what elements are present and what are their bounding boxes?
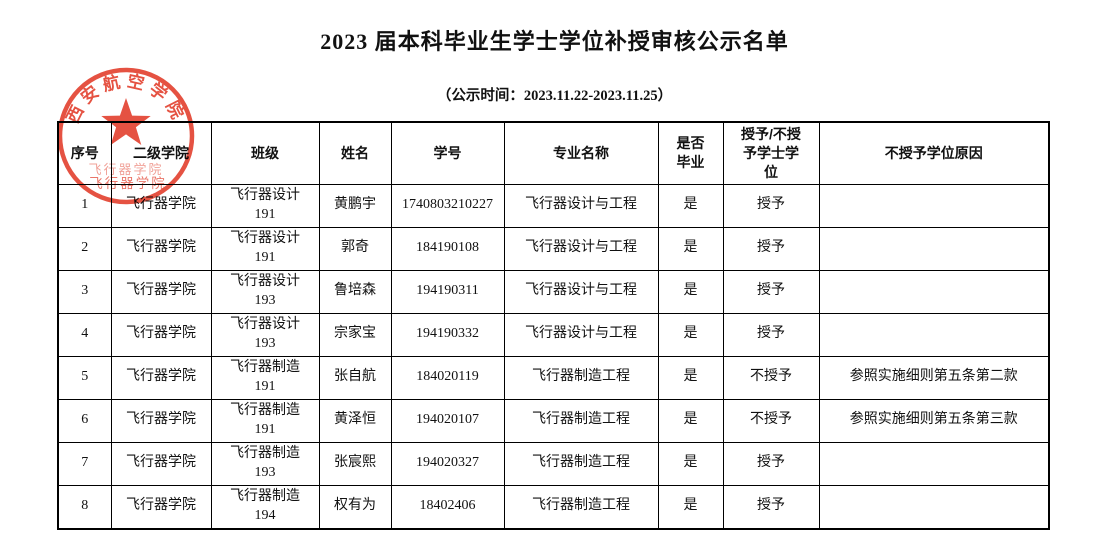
cell-major: 飞行器制造工程 bbox=[503, 441, 659, 486]
cell-graduated: 是 bbox=[657, 226, 724, 271]
table-row: 3 飞行器学院 飞行器设计193 鲁培森 194190311 飞行器设计与工程是授予 bbox=[57, 269, 1050, 314]
cell-reason bbox=[818, 183, 1050, 228]
cell-index: 5 bbox=[57, 355, 112, 400]
cell-college: 飞行器学院 bbox=[110, 441, 212, 486]
header-student-id: 学号 bbox=[390, 121, 505, 185]
header-class: 班级 bbox=[210, 121, 320, 185]
cell-class: 飞行器制造193 bbox=[210, 441, 320, 486]
cell-index: 8 bbox=[57, 484, 112, 530]
cell-index: 2 bbox=[57, 226, 112, 271]
cell-major: 飞行器制造工程 bbox=[503, 355, 659, 400]
cell-class: 飞行器制造191 bbox=[210, 398, 320, 443]
cell-name: 黄泽恒 bbox=[318, 398, 392, 443]
cell-student-id: 1740803210227 bbox=[390, 183, 505, 228]
header-graduated: 是否毕业 bbox=[657, 121, 724, 185]
cell-index: 6 bbox=[57, 398, 112, 443]
table-row: 5 飞行器学院 飞行器制造191 张自航 184020119 飞行器制造工程是不授予 参照实… bbox=[57, 355, 1050, 400]
cell-degree-decision: 不授予 bbox=[722, 355, 820, 400]
header-major: 专业名称 bbox=[503, 121, 659, 185]
cell-student-id: 194190311 bbox=[390, 269, 505, 314]
cell-student-id: 194020327 bbox=[390, 441, 505, 486]
cell-college: 飞行器学院 bbox=[110, 355, 212, 400]
cell-class: 飞行器设计191 bbox=[210, 226, 320, 271]
cell-college: 飞行器学院 bbox=[110, 183, 212, 228]
cell-degree-decision: 授予 bbox=[722, 312, 820, 357]
cell-class: 飞行器制造194 bbox=[210, 484, 320, 530]
table-body: 1 飞行器学院 飞行器设计191 黄鹏宇 1740803210227 飞行器设计与工程是授… bbox=[57, 183, 1050, 530]
cell-class: 飞行器设计193 bbox=[210, 312, 320, 357]
cell-graduated: 是 bbox=[657, 484, 724, 530]
cell-college: 飞行器学院 bbox=[110, 226, 212, 271]
cell-reason bbox=[818, 269, 1050, 314]
degree-review-table: 序号 二级学院 班级 姓名 学号 专业名称 是否毕业 授予/不授予学士学位 不授… bbox=[57, 121, 1050, 530]
table-row: 1 飞行器学院 飞行器设计191 黄鹏宇 1740803210227 飞行器设计与工程是授… bbox=[57, 183, 1050, 228]
cell-reason bbox=[818, 226, 1050, 271]
page-title: 2023 届本科毕业生学士学位补授审核公示名单 bbox=[320, 29, 789, 54]
publicity-period: （公示时间：2023.11.22-2023.11.25） bbox=[436, 88, 673, 104]
cell-class: 飞行器设计193 bbox=[210, 269, 320, 314]
cell-college: 飞行器学院 bbox=[110, 269, 212, 314]
cell-degree-decision: 不授予 bbox=[722, 398, 820, 443]
cell-name: 张自航 bbox=[318, 355, 392, 400]
cell-name: 宗家宝 bbox=[318, 312, 392, 357]
cell-graduated: 是 bbox=[657, 312, 724, 357]
cell-graduated: 是 bbox=[657, 441, 724, 486]
cell-name: 鲁培森 bbox=[318, 269, 392, 314]
cell-major: 飞行器设计与工程 bbox=[503, 312, 659, 357]
table-row: 8 飞行器学院 飞行器制造194 权有为 18402406 飞行器制造工程是授予 bbox=[57, 484, 1050, 530]
cell-reason bbox=[818, 441, 1050, 486]
table-row: 7 飞行器学院 飞行器制造193 张宸熙 194020327 飞行器制造工程是授予 bbox=[57, 441, 1050, 486]
cell-college: 飞行器学院 bbox=[110, 484, 212, 530]
cell-graduated: 是 bbox=[657, 183, 724, 228]
header-index: 序号 bbox=[57, 121, 112, 185]
table-row: 2 飞行器学院 飞行器设计191 郭奇 184190108 飞行器设计与工程是授予 bbox=[57, 226, 1050, 271]
cell-student-id: 184020119 bbox=[390, 355, 505, 400]
header-name: 姓名 bbox=[318, 121, 392, 185]
cell-college: 飞行器学院 bbox=[110, 398, 212, 443]
cell-name: 张宸熙 bbox=[318, 441, 392, 486]
cell-student-id: 194020107 bbox=[390, 398, 505, 443]
cell-class: 飞行器设计191 bbox=[210, 183, 320, 228]
cell-degree-decision: 授予 bbox=[722, 441, 820, 486]
cell-student-id: 184190108 bbox=[390, 226, 505, 271]
cell-degree-decision: 授予 bbox=[722, 226, 820, 271]
header-reason: 不授予学位原因 bbox=[818, 121, 1050, 185]
cell-major: 飞行器设计与工程 bbox=[503, 226, 659, 271]
cell-index: 7 bbox=[57, 441, 112, 486]
header-college: 二级学院 bbox=[110, 121, 212, 185]
table-header-row: 序号 二级学院 班级 姓名 学号 专业名称 是否毕业 授予/不授予学士学位 不授… bbox=[57, 121, 1050, 185]
cell-student-id: 194190332 bbox=[390, 312, 505, 357]
table-row: 6 飞行器学院 飞行器制造191 黄泽恒 194020107 飞行器制造工程是不授予 参照实… bbox=[57, 398, 1050, 443]
cell-degree-decision: 授予 bbox=[722, 183, 820, 228]
cell-index: 4 bbox=[57, 312, 112, 357]
cell-degree-decision: 授予 bbox=[722, 269, 820, 314]
cell-index: 3 bbox=[57, 269, 112, 314]
cell-graduated: 是 bbox=[657, 269, 724, 314]
cell-reason bbox=[818, 484, 1050, 530]
cell-major: 飞行器设计与工程 bbox=[503, 269, 659, 314]
cell-student-id: 18402406 bbox=[390, 484, 505, 530]
cell-name: 权有为 bbox=[318, 484, 392, 530]
cell-index: 1 bbox=[57, 183, 112, 228]
cell-reason: 参照实施细则第五条第二款 bbox=[818, 355, 1050, 400]
cell-reason: 参照实施细则第五条第三款 bbox=[818, 398, 1050, 443]
cell-graduated: 是 bbox=[657, 355, 724, 400]
cell-class: 飞行器制造191 bbox=[210, 355, 320, 400]
cell-college: 飞行器学院 bbox=[110, 312, 212, 357]
cell-major: 飞行器制造工程 bbox=[503, 398, 659, 443]
cell-major: 飞行器制造工程 bbox=[503, 484, 659, 530]
table-row: 4 飞行器学院 飞行器设计193 宗家宝 194190332 飞行器设计与工程是授予 bbox=[57, 312, 1050, 357]
cell-name: 郭奇 bbox=[318, 226, 392, 271]
cell-major: 飞行器设计与工程 bbox=[503, 183, 659, 228]
cell-reason bbox=[818, 312, 1050, 357]
cell-degree-decision: 授予 bbox=[722, 484, 820, 530]
cell-graduated: 是 bbox=[657, 398, 724, 443]
header-degree-decision: 授予/不授予学士学位 bbox=[722, 121, 820, 185]
cell-name: 黄鹏宇 bbox=[318, 183, 392, 228]
